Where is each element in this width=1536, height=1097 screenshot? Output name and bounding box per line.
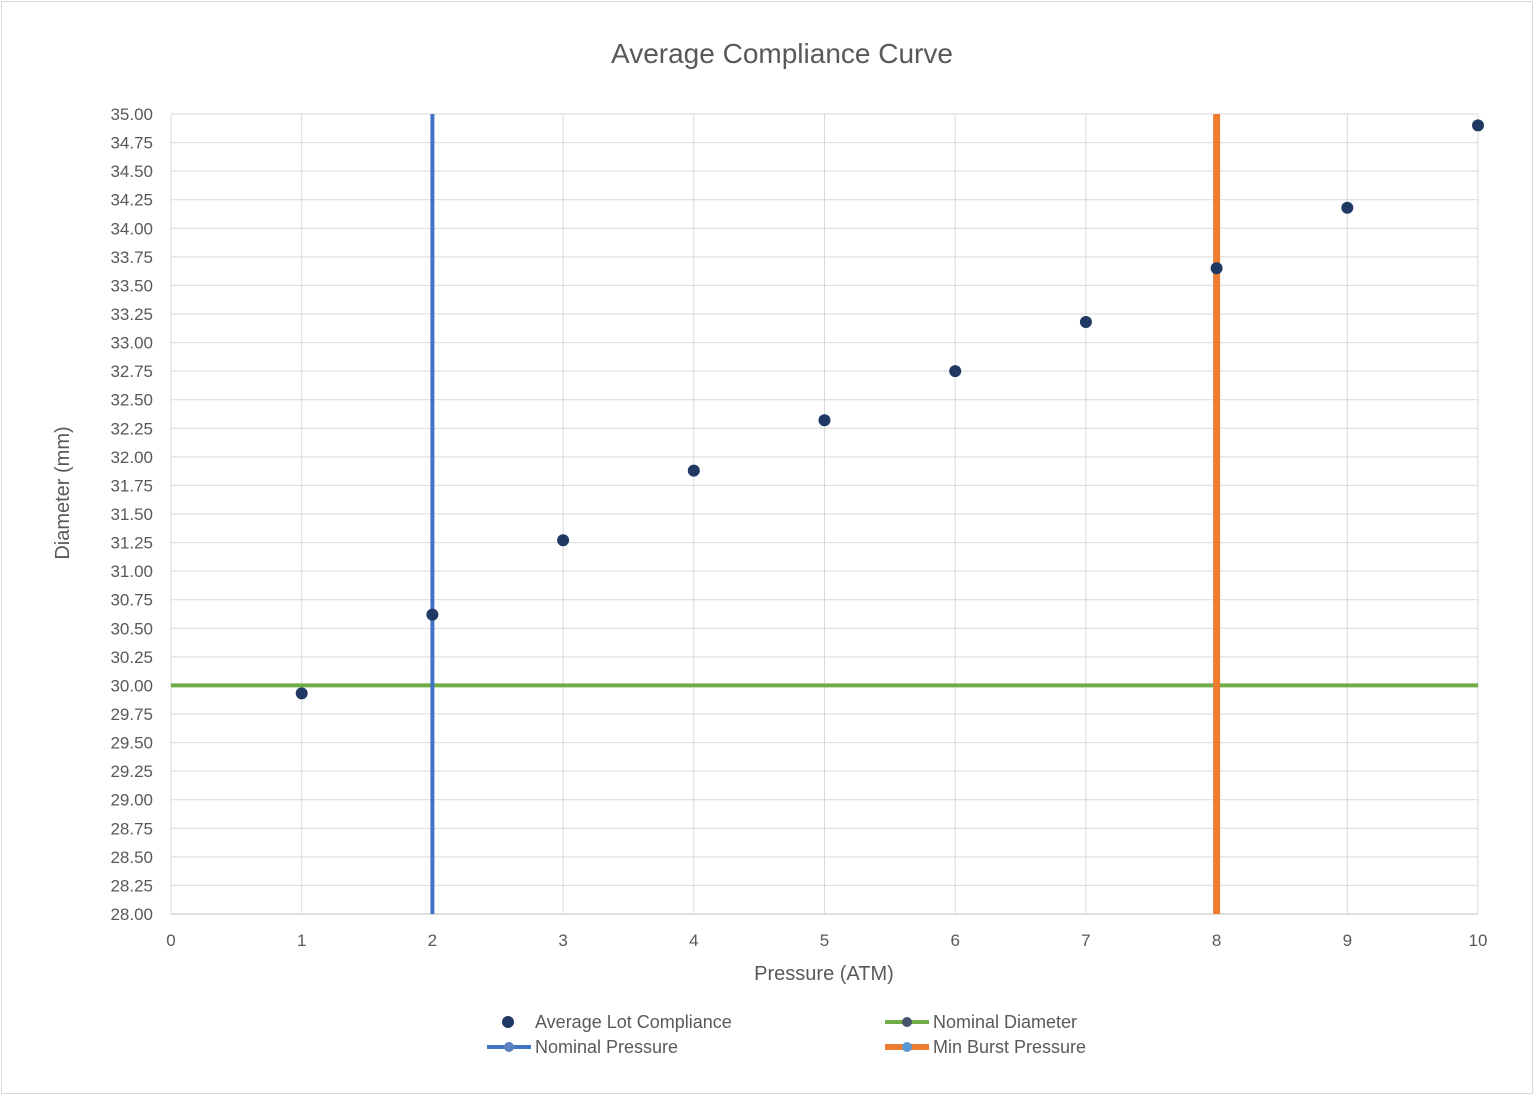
y-tick-label: 30.00 <box>110 676 153 695</box>
y-tick-label: 30.25 <box>110 648 153 667</box>
y-tick-label: 34.00 <box>110 219 153 238</box>
y-tick-label: 34.75 <box>110 134 153 153</box>
x-tick-label: 9 <box>1343 931 1352 950</box>
x-tick-label: 5 <box>820 931 829 950</box>
x-tick-label: 3 <box>558 931 567 950</box>
data-point <box>687 464 700 477</box>
x-tick-label: 10 <box>1469 931 1488 950</box>
legend-label: Average Lot Compliance <box>535 1012 732 1032</box>
data-point <box>1472 119 1484 132</box>
y-tick-label: 31.00 <box>110 562 153 581</box>
y-tick-label: 30.50 <box>110 619 153 638</box>
x-tick-label: 8 <box>1212 931 1221 950</box>
data-point <box>1341 201 1354 214</box>
y-tick-label: 28.25 <box>110 876 153 895</box>
x-tick-label: 7 <box>1081 931 1090 950</box>
x-axis-title: Pressure (ATM) <box>754 963 894 985</box>
y-tick-label: 28.50 <box>110 848 153 867</box>
x-tick-label: 4 <box>689 931 698 950</box>
legend: Average Lot Compliance Nominal Diameter No… <box>487 1012 1086 1057</box>
x-axis-ticks: 0 1 2 3 4 5 6 7 8 9 10 <box>166 931 1487 950</box>
y-tick-label: 32.00 <box>110 448 153 467</box>
legend-marker <box>502 1016 514 1028</box>
legend-marker <box>902 1042 912 1052</box>
y-tick-label: 34.25 <box>110 191 153 210</box>
data-point <box>295 687 308 700</box>
y-tick-label: 33.50 <box>110 276 153 295</box>
y-axis-title: Diameter (mm) <box>52 426 74 559</box>
y-tick-label: 32.50 <box>110 391 153 410</box>
reference-lines <box>171 114 1478 914</box>
y-tick-label: 28.75 <box>110 819 153 838</box>
y-tick-label: 32.25 <box>110 419 153 438</box>
y-tick-label: 31.25 <box>110 534 153 553</box>
data-point <box>557 534 570 547</box>
x-tick-label: 2 <box>428 931 437 950</box>
y-tick-label: 29.25 <box>110 762 153 781</box>
x-tick-label: 6 <box>950 931 959 950</box>
y-axis-ticks: 28.00 28.25 28.50 28.75 29.00 29.25 29.50 29.75… <box>110 105 153 924</box>
y-tick-label: 30.75 <box>110 591 153 610</box>
data-point <box>1210 262 1223 275</box>
y-tick-label: 33.25 <box>110 305 153 324</box>
data-point <box>1079 316 1092 328</box>
grid <box>170 113 1479 915</box>
y-tick-label: 29.75 <box>110 705 153 724</box>
data-point <box>818 414 831 427</box>
data-point <box>949 365 962 378</box>
y-tick-label: 31.50 <box>110 505 153 524</box>
legend-item: Nominal Diameter <box>885 1012 1077 1032</box>
data-points <box>295 119 1484 700</box>
legend-label: Nominal Diameter <box>933 1012 1077 1032</box>
legend-item: Min Burst Pressure <box>885 1037 1086 1057</box>
y-tick-label: 34.50 <box>110 162 153 181</box>
y-tick-label: 35.00 <box>110 105 153 124</box>
legend-label: Min Burst Pressure <box>933 1037 1086 1057</box>
y-tick-label: 29.00 <box>110 791 153 810</box>
y-tick-label: 31.75 <box>110 476 153 495</box>
data-point <box>426 608 439 621</box>
legend-label: Nominal Pressure <box>535 1037 678 1057</box>
legend-item: Nominal Pressure <box>487 1037 678 1057</box>
y-tick-label: 33.00 <box>110 334 153 353</box>
legend-marker <box>902 1017 912 1027</box>
y-tick-label: 29.50 <box>110 734 153 753</box>
y-tick-label: 28.00 <box>110 905 153 924</box>
y-tick-label: 33.75 <box>110 248 153 267</box>
legend-marker <box>504 1042 514 1052</box>
chart-title: Average Compliance Curve <box>611 38 953 69</box>
x-tick-label: 0 <box>166 931 175 950</box>
y-tick-label: 32.75 <box>110 362 153 381</box>
legend-item: Average Lot Compliance <box>502 1012 732 1032</box>
x-tick-label: 1 <box>297 931 306 950</box>
